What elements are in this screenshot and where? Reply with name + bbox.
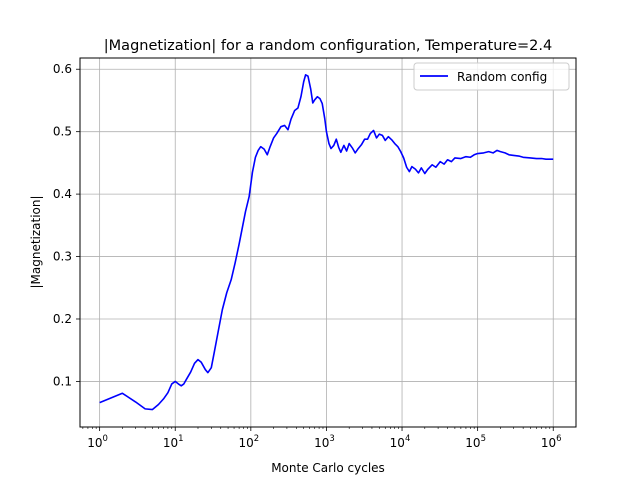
x-tick-label: 101 <box>163 434 184 450</box>
plot-frame <box>79 57 577 428</box>
y-tick-label: 0.3 <box>53 250 72 264</box>
y-axis-label: |Magnetization| <box>29 195 43 288</box>
y-tick-label: 0.1 <box>53 374 72 388</box>
series-group <box>99 74 554 411</box>
series-line-random-config <box>99 74 554 411</box>
x-tick-label: 105 <box>465 434 486 450</box>
y-tick-label: 0.5 <box>53 125 72 139</box>
y-tick-label: 0.4 <box>53 187 72 201</box>
legend: Random config <box>413 62 570 91</box>
x-tick-label: 102 <box>238 434 259 450</box>
x-tick-label: 103 <box>314 434 335 450</box>
legend-box <box>413 62 570 91</box>
y-tick-label: 0.6 <box>53 62 72 76</box>
legend-label: Random config <box>457 70 547 84</box>
x-tick-label: 100 <box>87 434 108 450</box>
x-tick-label: 104 <box>390 434 411 450</box>
chart-title: |Magnetization| for a random configurati… <box>104 38 552 54</box>
x-axis: 100 101 102 103 104 105 106 <box>82 427 562 450</box>
grid-lines <box>80 58 576 427</box>
x-tick-label: 106 <box>541 434 562 450</box>
y-axis: 0.1 0.2 0.3 0.4 0.5 0.6 <box>53 62 80 388</box>
y-tick-label: 0.2 <box>53 312 72 326</box>
x-axis-label: Monte Carlo cycles <box>271 461 385 475</box>
